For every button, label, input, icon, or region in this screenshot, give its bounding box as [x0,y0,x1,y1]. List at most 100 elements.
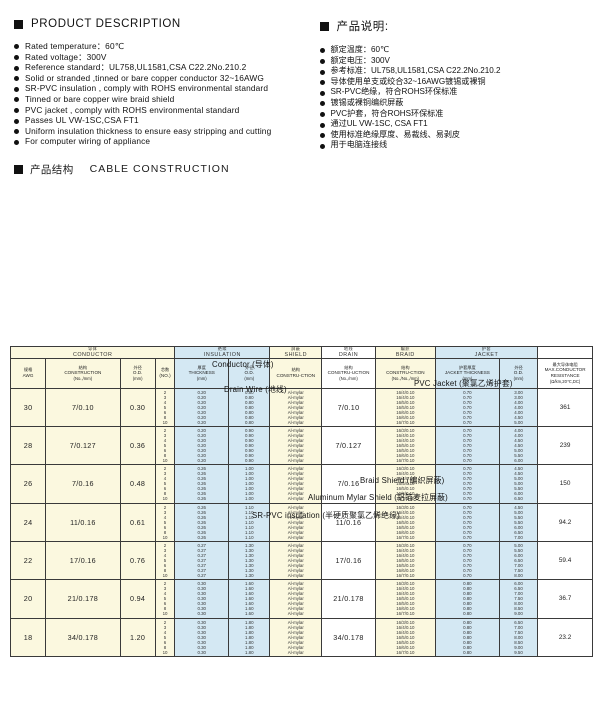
product-description-heading-en: PRODUCT DESCRIPTION [14,18,302,30]
product-description-section: PRODUCT DESCRIPTION Rated temperature：60… [0,0,603,151]
cell-conductor-construction: 7/0.10 [45,387,121,427]
cell-jacket-thickness: 0.70 0.70 0.70 0.70 0.70 0.70 0.70 [434,387,500,427]
cell-insulation-thickness: 0.27 0.27 0.27 0.27 0.27 0.27 0.27 [174,540,230,581]
cell-drain-construction: 17/0.16 [321,540,376,581]
heading-text-en: PRODUCT DESCRIPTION [31,18,181,30]
square-bullet-icon [14,164,23,174]
table-column-header-row: 规格 AWG 结构 CONSTRUCTION (No.,/mm) 外径 O.D. (mm) 芯数… [9,357,593,389]
description-bullet-cn-6: PVC护套，符合ROHS环保标准 [319,109,590,120]
cell-max-resistance: 150 [537,464,593,504]
cell-braid-construction: 16/3/0.10 16/4/0.10 16/4/0.10 16/5/0.10 16/5… [374,425,436,466]
cell-conductor-construction: 34/0.178 [45,617,121,657]
cell-drain-construction: 11/0.16 [321,502,376,542]
callout-aluminum-mylar: Aluminum Mylar Shield (铝箔麦拉屏蔽) [308,492,448,502]
table-column-header-9: 护套厚度 JACKET THICKNESS (mm) [434,357,500,389]
cell-conductor-od: 0.94 [119,579,156,619]
cell-braid-construction: 16/4/0.10 16/4/0.10 16/5/0.10 16/5/0.10 16/6… [374,387,436,427]
cell-conductor-od: 0.36 [119,425,156,466]
description-bullet-en-1: Rated voltage：300V [14,52,302,63]
cell-shield-construction: Al-mylar Al-mylar Al-mylar Al-mylar Al-mylar… [269,579,323,619]
table-column-header-1: 结构 CONSTRUCTION (No.,/mm) [45,357,121,389]
table-group-header-row: 导体 CONDUCTOR 绝缘 INSULATION 屏蔽 SHIELD 地线 DRAIN 编织… [9,345,593,359]
cell-insulation-od: 1.00 1.00 1.00 1.00 1.00 1.00 1.00 [228,464,271,504]
description-bullet-cn-7: 通过UL VW-1SC, CSA FT1 [319,119,590,130]
table-row: 28 7/0.127 0.36 2 3 4 5 6 8 10 0.20 0.20 0.20 0.20 0.2… [9,425,593,466]
cell-shield-construction: Al-mylar Al-mylar Al-mylar Al-mylar Al-mylar… [269,387,323,427]
cell-insulation-od: 0.90 0.90 0.90 0.90 0.90 0.90 0.90 [228,425,271,466]
cell-core-count: 2 3 4 5 6 8 10 [154,540,176,581]
description-bullet-cn-0: 额定温度：60℃ [319,45,590,56]
table-column-header-3: 芯数 (NO.) [154,357,176,389]
callout-sr-pvc-insulation: SR-PVC insulation (半硬质聚氯乙烯绝缘) [252,510,400,520]
cell-insulation-thickness: 0.20 0.20 0.20 0.20 0.20 0.20 0.20 [174,387,230,427]
cell-conductor-construction: 7/0.127 [45,425,121,466]
cell-conductor-od: 0.76 [119,540,156,581]
table-column-header-8: 结构 CONSTRU-CTION (No.,/No.,/mm) [374,357,436,389]
cell-drain-construction: 7/0.10 [321,387,376,427]
description-bullet-en-8: Uniform insulation thickness to ensure e… [14,126,302,137]
cell-jacket-thickness: 0.70 0.70 0.70 0.70 0.70 0.70 0.70 [434,502,500,542]
callout-drain-wire: Drain Wire (地线) [224,384,287,394]
table-row: 18 34/0.178 1.20 2 3 4 5 6 8 10 0.30 0.30 0.30 0.30 0.… [9,617,593,657]
cell-insulation-thickness: 0.26 0.26 0.26 0.26 0.26 0.26 0.26 [174,502,230,542]
description-bullet-cn-1: 额定电压：300V [319,56,590,67]
square-bullet-icon [14,19,23,29]
cell-max-resistance: 36.7 [537,579,593,619]
cell-conductor-construction: 17/0.16 [45,540,121,581]
table-column-header-0: 规格 AWG [9,357,47,389]
cell-jacket-od: 6.00 6.50 7.00 7.50 8.00 8.50 9.00 [498,579,539,619]
description-bullet-cn-8: 使用标准绝缘厚度、易裁线、易剥皮 [319,130,590,141]
cell-awg: 30 [9,387,47,427]
cell-awg: 24 [9,502,47,542]
cell-braid-construction: 16/3/0.10 16/4/0.10 16/4/0.10 16/5/0.10 16/5… [374,502,436,542]
cell-conductor-construction: 21/0.178 [45,579,121,619]
description-english-column: PRODUCT DESCRIPTION Rated temperature：60… [14,18,302,151]
cell-awg: 26 [9,464,47,504]
cell-core-count: 2 3 4 5 6 8 10 [154,425,176,466]
cell-insulation-od: 1.80 1.80 1.80 1.80 1.80 1.80 1.80 [228,617,271,657]
description-bullet-en-4: SR-PVC insulation , comply with ROHS env… [14,83,302,94]
cell-jacket-thickness: 0.80 0.80 0.80 0.80 0.80 0.80 0.80 [434,579,500,619]
cell-core-count: 2 3 4 5 6 8 10 [154,464,176,504]
cell-awg: 20 [9,579,47,619]
cell-conductor-od: 0.30 [119,387,156,427]
cell-conductor-od: 0.48 [119,464,156,504]
cell-conductor-construction: 7/0.16 [45,464,121,504]
cell-insulation-od: 1.60 1.60 1.60 1.60 1.60 1.60 1.60 [228,579,271,619]
product-description-heading-cn: 产品说明: [319,18,590,34]
cell-jacket-od: 4.00 4.00 4.50 4.50 5.00 5.50 6.00 [498,425,539,466]
description-bullet-en-6: PVC jacket , comply with ROHS environmen… [14,105,302,116]
cell-core-count: 2 3 4 5 6 8 10 [154,617,176,657]
cell-insulation-thickness: 0.30 0.30 0.30 0.30 0.30 0.30 0.30 [174,579,230,619]
description-bullet-list-en: Rated temperature：60℃ Rated voltage：300V R… [14,41,302,147]
table-column-header-2: 外径 O.D. (mm) [119,357,156,389]
cell-max-resistance: 94.2 [537,502,593,542]
table-group-shield: 屏蔽 SHIELD [269,345,323,359]
cell-jacket-thickness: 0.70 0.70 0.70 0.70 0.70 0.70 0.70 [434,425,500,466]
cell-max-resistance: 23.2 [537,617,593,657]
table-column-header-4: 厚度 THICKNESS (mm) [174,357,230,389]
cell-insulation-thickness: 0.30 0.30 0.30 0.30 0.30 0.30 0.30 [174,617,230,657]
table-column-header-7: 结构 CONSTRU-UCTION (No.,/mm) [321,357,376,389]
cell-conductor-construction: 11/0.16 [45,502,121,542]
description-bullet-en-2: Reference standard：UL758,UL1581,CSA C22.… [14,62,302,73]
table-row: 24 11/0.16 0.61 2 3 4 5 6 8 10 0.26 0.26 0.26 0.26 0.2… [9,502,593,542]
cell-shield-construction: Al-mylar Al-mylar Al-mylar Al-mylar Al-mylar… [269,425,323,466]
cell-max-resistance: 361 [537,387,593,427]
description-bullet-cn-3: 导体使用单支或绞合32~16AWG镀锡或裸铜 [319,77,590,88]
description-bullet-en-7: Passes UL VW-1SC,CSA FT1 [14,115,302,126]
cell-jacket-od: 6.50 7.00 7.50 8.00 8.50 9.00 9.50 [498,617,539,657]
cell-max-resistance: 239 [537,425,593,466]
callout-braid-shield: Braid Shield (编织屏蔽) [360,475,445,485]
cell-jacket-od: 4.50 4.50 5.00 5.00 5.50 6.00 6.50 [498,464,539,504]
description-bullet-cn-5: 镀锡或裸铜编织屏蔽 [319,98,590,109]
table-group-jacket: 护套 JACKET [434,345,539,359]
cell-insulation-od: 1.10 1.10 1.10 1.10 1.10 1.10 1.10 [228,502,271,542]
cell-drain-construction: 34/0.178 [321,617,376,657]
cell-insulation-od: 0.80 0.80 0.80 0.80 0.80 0.80 0.80 [228,387,271,427]
cell-insulation-od: 1.30 1.30 1.30 1.30 1.30 1.30 1.30 [228,540,271,581]
table-column-header-5: 外径 O.D. (mm) [228,357,271,389]
table-group-braid: 编织 BRAID [374,345,436,359]
square-bullet-icon [319,21,329,31]
cell-insulation-thickness: 0.20 0.20 0.20 0.20 0.20 0.20 0.20 [174,425,230,466]
